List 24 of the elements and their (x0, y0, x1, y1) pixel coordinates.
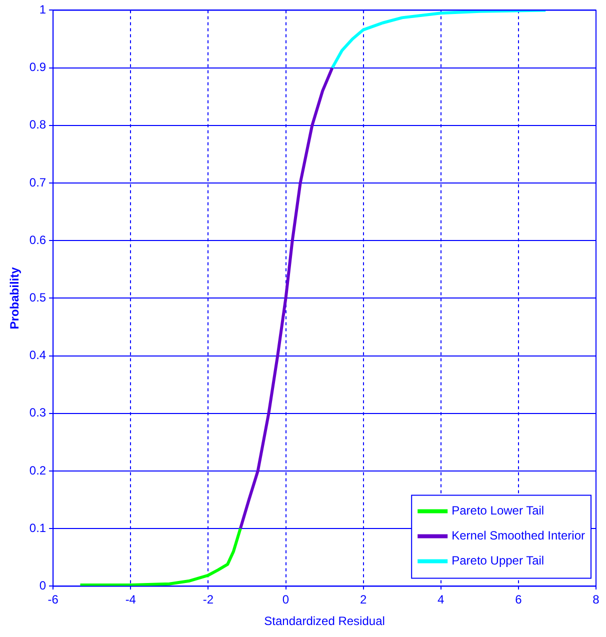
x-tick-label: 2 (360, 592, 367, 607)
y-tick-label: 0.4 (29, 348, 46, 362)
y-tick-label: 0.9 (29, 60, 46, 74)
x-tick-label: -4 (125, 592, 136, 607)
y-tick-label: 1 (39, 2, 46, 17)
y-tick-label: 0.1 (29, 520, 46, 535)
y-tick-label: 0.6 (29, 232, 46, 247)
legend-label: Pareto Upper Tail (452, 554, 544, 568)
y-tick-label: 0.3 (29, 406, 46, 420)
x-tick-label: 4 (438, 592, 445, 607)
x-tick-label: 0 (282, 592, 290, 607)
legend-label: Kernel Smoothed Interior (452, 528, 586, 543)
x-tick-label: -2 (202, 592, 214, 607)
y-tick-label: 0.5 (29, 290, 46, 305)
y-tick-label: 0.7 (29, 175, 46, 190)
legend-label: Pareto Lower Tail (452, 504, 544, 518)
x-tick-label: -6 (48, 592, 59, 607)
x-tick-label: 6 (515, 592, 522, 607)
y-tick-label: 0.8 (29, 118, 46, 132)
y-axis-title: Probability (8, 266, 22, 330)
y-tick-label: 0.2 (29, 463, 46, 478)
y-tick-label: 0 (39, 578, 46, 593)
x-axis-title: Standardized Residual (264, 614, 385, 628)
x-tick-label: 8 (592, 592, 600, 607)
